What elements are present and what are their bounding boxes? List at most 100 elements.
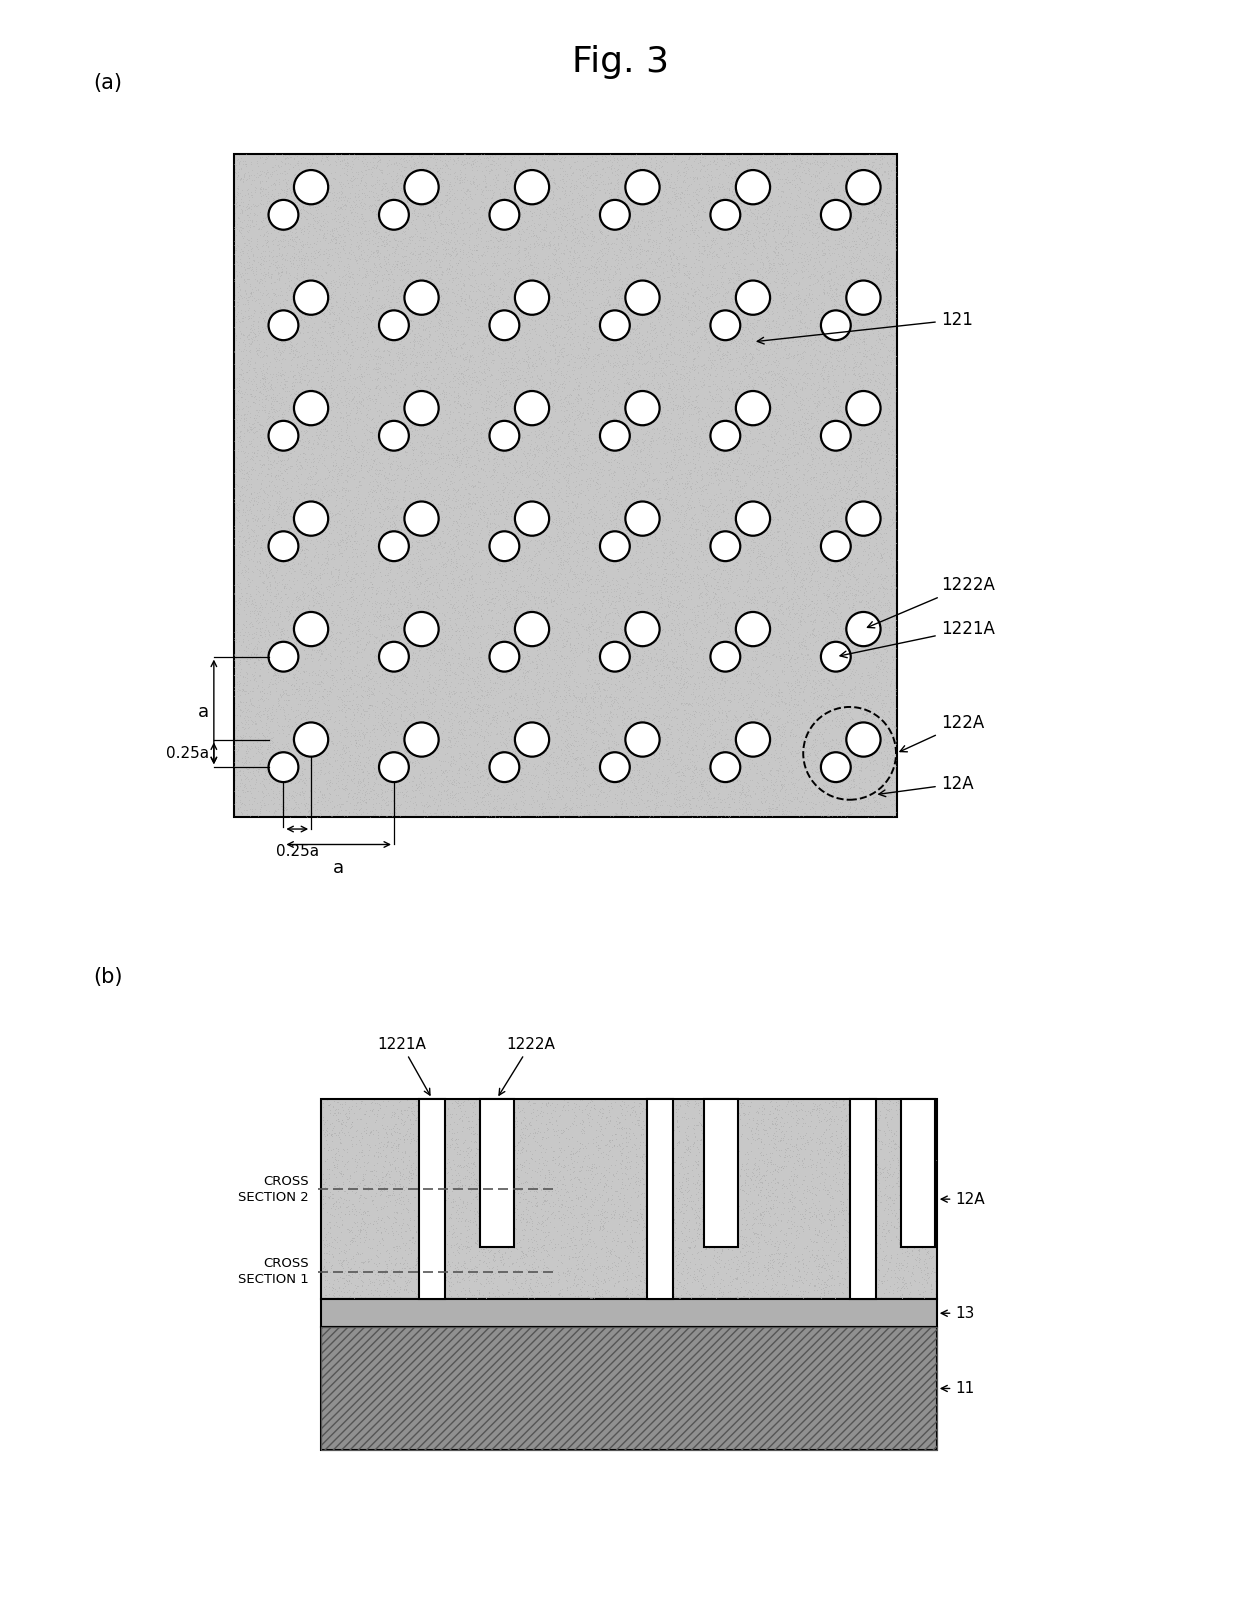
- Point: [815, 746, 835, 772]
- Point: [432, 635, 451, 661]
- Point: [812, 530, 832, 556]
- Point: [506, 595, 526, 621]
- Point: [304, 401, 324, 427]
- Point: [738, 221, 758, 247]
- Point: [332, 450, 352, 476]
- Point: [621, 1225, 641, 1251]
- Point: [696, 430, 715, 456]
- Point: [301, 484, 321, 509]
- Point: [689, 582, 709, 608]
- Point: [863, 272, 883, 298]
- Point: [570, 264, 590, 290]
- Point: [469, 692, 489, 717]
- Point: [296, 743, 316, 769]
- Point: [471, 419, 491, 445]
- Point: [808, 624, 828, 650]
- Point: [852, 488, 872, 514]
- Point: [334, 1120, 353, 1146]
- Point: [466, 790, 486, 816]
- Point: [496, 751, 516, 777]
- Point: [542, 197, 562, 222]
- Point: [572, 197, 591, 222]
- Point: [670, 783, 689, 809]
- Point: [342, 261, 362, 287]
- Point: [867, 727, 887, 753]
- Point: [405, 738, 425, 764]
- Point: [484, 480, 503, 506]
- Point: [362, 192, 382, 218]
- Point: [656, 1251, 676, 1277]
- Point: [844, 400, 864, 426]
- Point: [572, 796, 591, 822]
- Point: [525, 1157, 544, 1183]
- Point: [439, 301, 459, 327]
- Point: [348, 616, 368, 642]
- Point: [670, 456, 689, 482]
- Point: [391, 393, 410, 419]
- Point: [879, 1151, 899, 1177]
- Point: [828, 153, 848, 179]
- Point: [703, 143, 723, 169]
- Point: [286, 305, 306, 330]
- Point: [361, 563, 381, 588]
- Point: [500, 558, 520, 584]
- Point: [449, 535, 469, 561]
- Point: [573, 450, 593, 476]
- Point: [577, 216, 596, 242]
- Point: [657, 550, 677, 575]
- Point: [507, 496, 527, 522]
- Point: [475, 153, 495, 179]
- Point: [656, 335, 676, 361]
- Point: [512, 717, 532, 743]
- Point: [265, 193, 285, 219]
- Point: [656, 1091, 676, 1117]
- Point: [443, 575, 463, 601]
- Point: [231, 250, 250, 276]
- Point: [585, 634, 605, 659]
- Point: [842, 342, 862, 368]
- Point: [735, 345, 755, 371]
- Point: [723, 642, 743, 667]
- Point: [539, 371, 559, 397]
- Point: [453, 271, 472, 297]
- Point: [787, 163, 807, 189]
- Point: [591, 351, 611, 377]
- Point: [321, 379, 341, 405]
- Point: [430, 1272, 450, 1298]
- Point: [777, 197, 797, 222]
- Point: [236, 798, 255, 824]
- Point: [857, 513, 877, 538]
- Point: [396, 521, 415, 546]
- Point: [656, 418, 676, 443]
- Point: [727, 243, 746, 269]
- Point: [677, 419, 697, 445]
- Point: [484, 322, 503, 348]
- Point: [460, 587, 480, 613]
- Point: [570, 1225, 590, 1251]
- Point: [367, 221, 387, 247]
- Point: [367, 184, 387, 210]
- Point: [510, 593, 529, 619]
- Point: [538, 266, 558, 292]
- Point: [825, 579, 844, 604]
- Point: [580, 709, 600, 735]
- Point: [475, 211, 495, 237]
- Point: [547, 627, 567, 653]
- Point: [396, 366, 415, 392]
- Point: [274, 574, 294, 600]
- Point: [775, 414, 795, 440]
- Point: [525, 200, 544, 226]
- Point: [889, 1153, 909, 1178]
- Point: [425, 1138, 445, 1164]
- Point: [296, 382, 316, 408]
- Point: [413, 501, 433, 527]
- Point: [324, 363, 343, 388]
- Point: [670, 748, 689, 774]
- Point: [272, 416, 291, 442]
- Point: [864, 308, 884, 334]
- Point: [622, 242, 642, 268]
- Point: [687, 305, 707, 330]
- Point: [463, 248, 482, 274]
- Point: [820, 324, 839, 350]
- Point: [308, 764, 327, 790]
